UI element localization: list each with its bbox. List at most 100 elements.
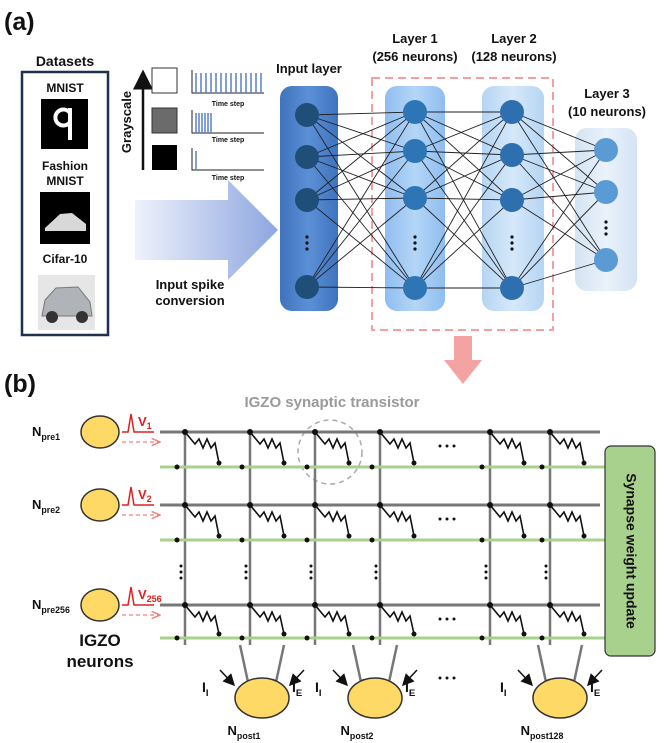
- current-label-sub: E: [594, 688, 600, 699]
- time-label: Time step: [212, 137, 245, 144]
- current-label: II: [500, 679, 507, 699]
- voltage-label: V2: [138, 487, 152, 504]
- node-dot: [582, 632, 587, 637]
- node-dot: [347, 534, 352, 539]
- node-dot: [282, 632, 287, 637]
- current-label-sub: E: [409, 688, 415, 699]
- node-dot: [240, 538, 245, 543]
- node-dot: [540, 465, 545, 470]
- funnel: [353, 645, 397, 682]
- pre-neuron: [81, 416, 119, 448]
- ellipsis-dot: [446, 618, 449, 621]
- neuron: [500, 100, 524, 124]
- node-dot: [240, 636, 245, 641]
- callout-circle: [298, 420, 362, 484]
- node-dot: [347, 632, 352, 637]
- grayscale-label: Grayscale: [119, 91, 134, 153]
- post-label: Npost1: [228, 723, 261, 741]
- neuron: [500, 276, 524, 300]
- pixel-gray: [152, 108, 177, 133]
- neuron: [594, 248, 618, 272]
- neuron: [295, 275, 319, 299]
- voltage-main: V: [138, 587, 147, 602]
- node-dot: [240, 465, 245, 470]
- callout-label: IGZO synaptic transistor: [244, 394, 419, 411]
- ellipsis-dot: [413, 241, 416, 244]
- post-label-sub: post128: [530, 731, 563, 741]
- ellipsis-dot: [446, 677, 449, 680]
- voltage-sub: 2: [147, 494, 152, 504]
- node-dot: [370, 636, 375, 641]
- ellipsis-dot: [245, 571, 248, 574]
- current-label: II: [315, 679, 322, 699]
- node-dot: [282, 534, 287, 539]
- neuron: [403, 139, 427, 163]
- transistor: [250, 605, 284, 634]
- zoom-arrow: [444, 336, 482, 384]
- ellipsis-dot: [453, 445, 456, 448]
- current-label: IE: [405, 679, 415, 699]
- transistor: [185, 432, 219, 463]
- transistor: [185, 505, 219, 536]
- neuron: [295, 103, 319, 127]
- ellipsis-dot: [510, 247, 513, 250]
- node-dot: [540, 538, 545, 543]
- node-dot: [217, 632, 222, 637]
- transistor: [490, 505, 524, 536]
- pre-label-main: N: [32, 424, 41, 439]
- funnel: [240, 645, 284, 682]
- post-label-sub: post2: [350, 731, 374, 741]
- ellipsis-dot: [245, 565, 248, 568]
- pre-label: Npre1: [32, 424, 60, 442]
- pixel-black: [152, 145, 177, 170]
- transistor: [250, 432, 284, 463]
- current-label: IE: [292, 679, 302, 699]
- transistor: [490, 605, 524, 634]
- pre-label-sub: pre256: [41, 605, 70, 615]
- current-label-sub: I: [504, 688, 507, 699]
- voltage-main: V: [138, 414, 147, 429]
- datasets-title: Datasets: [36, 53, 95, 69]
- post-neuron: [348, 678, 402, 718]
- ellipsis-dot: [375, 565, 378, 568]
- ellipsis-dot: [604, 226, 607, 229]
- current-arrow: [518, 670, 532, 685]
- ellipsis-dot: [446, 518, 449, 521]
- neuron: [295, 188, 319, 212]
- transistor: [380, 432, 414, 463]
- transistor: [550, 605, 584, 634]
- current-arrow: [333, 670, 347, 685]
- ellipsis-dot: [545, 577, 548, 580]
- ellipsis-dot: [545, 571, 548, 574]
- post-label: Npost128: [521, 723, 564, 741]
- node-dot: [217, 461, 222, 466]
- node-dot: [370, 538, 375, 543]
- voltage-main: V: [138, 487, 147, 502]
- node-dot: [305, 636, 310, 641]
- post-label-main: N: [521, 723, 530, 738]
- ellipsis-dot: [245, 577, 248, 580]
- layer-title: Layer 3: [584, 86, 630, 101]
- node-dot: [175, 465, 180, 470]
- car-wheel: [76, 311, 88, 323]
- node-dot: [540, 636, 545, 641]
- ellipsis-dot: [375, 571, 378, 574]
- ellipsis-dot: [180, 565, 183, 568]
- neuron: [295, 145, 319, 169]
- conversion-label: conversion: [155, 293, 224, 308]
- conversion-label: Input spike: [156, 277, 225, 292]
- transistor: [550, 505, 584, 536]
- current-label: II: [202, 679, 209, 699]
- transistor: [250, 505, 284, 536]
- ellipsis-dot: [439, 445, 442, 448]
- transistor: [550, 432, 584, 463]
- transistor: [490, 432, 524, 463]
- ellipsis-dot: [453, 677, 456, 680]
- ellipsis-dot: [310, 577, 313, 580]
- voltage-label: V1: [138, 414, 152, 431]
- ellipsis-dot: [375, 577, 378, 580]
- pre-label-main: N: [32, 597, 41, 612]
- node-dot: [480, 465, 485, 470]
- time-axis: [192, 148, 264, 170]
- ellipsis-dot: [439, 518, 442, 521]
